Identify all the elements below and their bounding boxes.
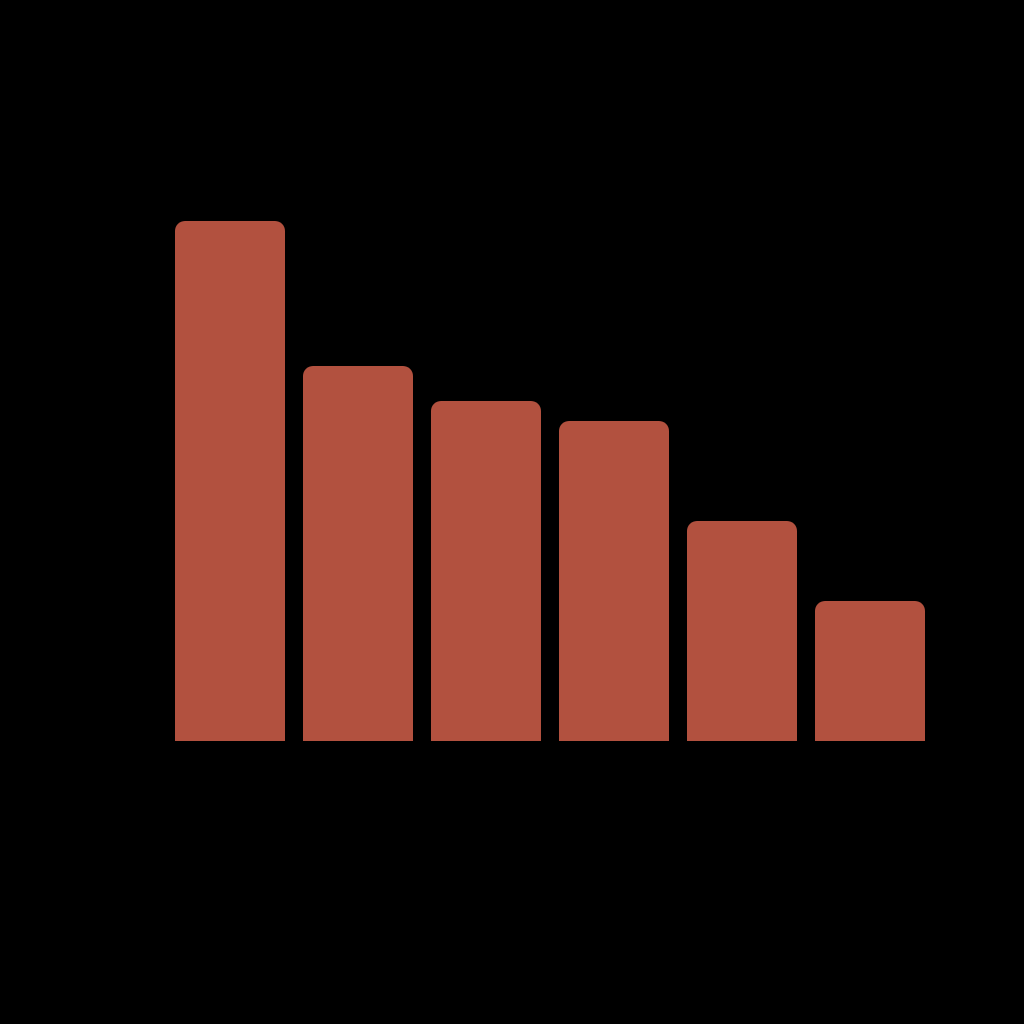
bar-chart <box>175 221 935 741</box>
bar-6 <box>815 601 925 741</box>
bar-4 <box>559 421 669 741</box>
bar-3 <box>431 401 541 741</box>
bar-5 <box>687 521 797 741</box>
bar-1 <box>175 221 285 741</box>
bar-2 <box>303 366 413 741</box>
